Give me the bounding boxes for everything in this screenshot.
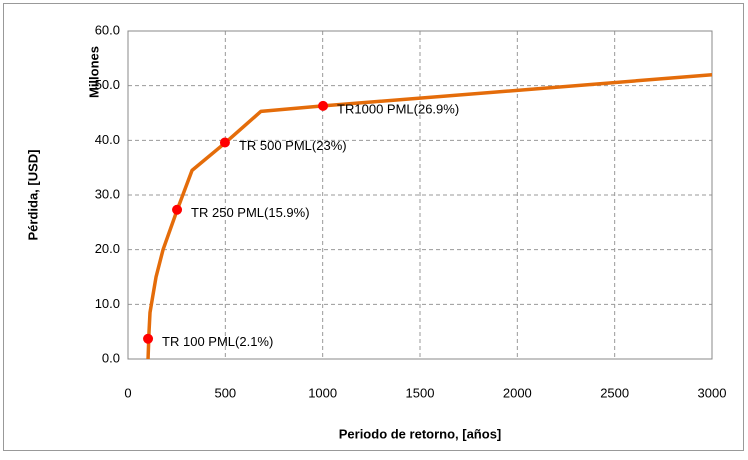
y-tick-label: 60.0 (95, 22, 120, 37)
x-tick-label: 3000 (698, 385, 727, 400)
plot-area (127, 30, 713, 360)
y-tick-label: 40.0 (95, 132, 120, 147)
y-unit-label: Millones (86, 46, 101, 98)
point-label: TR 500 PML(23%) (239, 138, 347, 153)
point-label: TR1000 PML(26.9%) (337, 101, 459, 116)
marker (318, 100, 329, 111)
y-tick-label: 20.0 (95, 241, 120, 256)
x-tick-label: 1500 (406, 385, 435, 400)
x-tick-label: 0 (124, 385, 131, 400)
marker (219, 137, 230, 148)
x-axis-label: Periodo de retorno, [años] (339, 426, 502, 441)
point-label: TR 250 PML(15.9%) (191, 205, 310, 220)
chart-frame (3, 3, 744, 451)
x-tick-label: 2500 (600, 385, 629, 400)
x-tick-label: 1000 (308, 385, 337, 400)
marker (143, 333, 154, 344)
point-label: TR 100 PML(2.1%) (162, 334, 273, 349)
marker (172, 204, 183, 215)
x-tick-label: 2000 (503, 385, 532, 400)
y-axis-label: Pérdida, [USD] (25, 149, 40, 240)
y-tick-label: 50.0 (95, 77, 120, 92)
y-tick-label: 0.0 (102, 350, 120, 365)
y-tick-label: 30.0 (95, 186, 120, 201)
y-tick-label: 10.0 (95, 296, 120, 311)
x-tick-label: 500 (214, 385, 236, 400)
